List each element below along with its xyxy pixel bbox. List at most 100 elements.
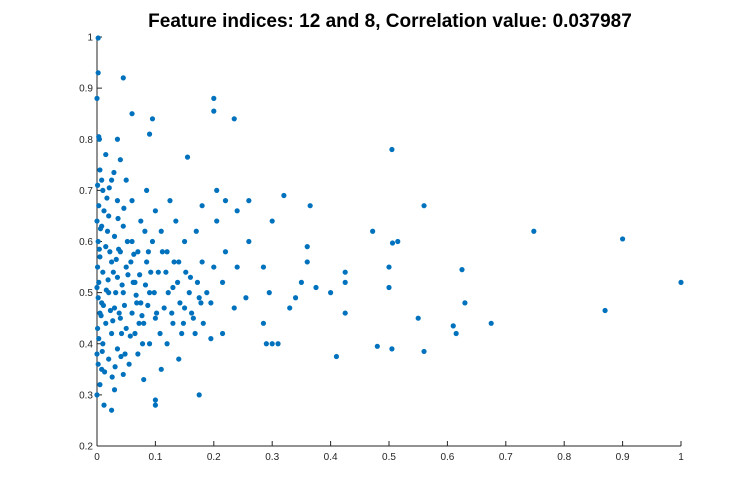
- data-point: [193, 228, 199, 234]
- data-point: [137, 272, 143, 278]
- data-point: [389, 146, 395, 153]
- data-point: [531, 228, 537, 234]
- data-point: [106, 213, 112, 219]
- data-point: [183, 269, 189, 275]
- data-point: [214, 187, 220, 193]
- data-point: [266, 290, 272, 296]
- data-point: [192, 330, 198, 337]
- data-point: [142, 228, 148, 234]
- data-point: [119, 282, 125, 288]
- data-point: [231, 305, 237, 311]
- y-tick-label: 0.4: [79, 339, 93, 350]
- data-point: [106, 356, 112, 362]
- data-point: [142, 282, 149, 288]
- data-point: [307, 203, 313, 209]
- y-tick-label: 0.9: [79, 84, 93, 95]
- data-point: [116, 246, 122, 252]
- data-point: [184, 154, 191, 160]
- data-point: [187, 274, 194, 280]
- data-point: [602, 307, 608, 314]
- data-point: [129, 238, 135, 245]
- data-point: [132, 330, 138, 337]
- data-point: [182, 305, 188, 311]
- data-point: [174, 279, 181, 285]
- x-tick-label: 0.6: [440, 452, 454, 463]
- data-point: [211, 95, 217, 101]
- data-point: [94, 264, 101, 270]
- data-point: [176, 356, 182, 362]
- data-point: [111, 169, 117, 176]
- data-point: [100, 341, 106, 347]
- data-point: [114, 346, 121, 352]
- data-point: [107, 249, 113, 255]
- data-point: [113, 290, 119, 296]
- data-point: [450, 323, 456, 329]
- data-point: [146, 341, 153, 347]
- data-points: [94, 35, 684, 413]
- data-point: [111, 233, 118, 239]
- data-point: [114, 274, 121, 280]
- data-point: [103, 320, 109, 326]
- data-point: [95, 238, 101, 245]
- data-point: [131, 251, 137, 257]
- data-point: [123, 325, 129, 332]
- data-point: [370, 228, 376, 234]
- data-point: [97, 254, 103, 260]
- data-point: [374, 343, 380, 349]
- data-point: [96, 203, 102, 209]
- data-point: [186, 290, 192, 296]
- data-point: [275, 341, 281, 347]
- data-point: [104, 195, 110, 201]
- data-point: [144, 187, 150, 193]
- data-point: [101, 208, 107, 214]
- data-point: [94, 392, 100, 398]
- data-point: [120, 290, 126, 296]
- data-point: [260, 264, 267, 270]
- y-tick-label: 0.5: [79, 288, 93, 299]
- x-tick-label: 0: [94, 452, 100, 463]
- data-point: [129, 310, 135, 316]
- data-point: [123, 177, 129, 183]
- x-tick-label: 0.7: [499, 452, 513, 463]
- data-point: [194, 279, 201, 285]
- data-point: [136, 320, 142, 326]
- y-tick-label: 0.3: [79, 390, 93, 401]
- data-point: [124, 238, 130, 245]
- data-point: [165, 290, 171, 296]
- y-tick-label: 0.6: [79, 237, 93, 248]
- data-point: [99, 348, 105, 355]
- data-point: [222, 198, 229, 204]
- y-tick-label: 0.8: [79, 135, 93, 146]
- data-point: [169, 310, 175, 316]
- data-point: [171, 259, 177, 265]
- data-point: [141, 320, 147, 326]
- data-point: [208, 336, 214, 342]
- data-point: [97, 226, 104, 232]
- data-point: [182, 238, 188, 245]
- data-point: [138, 218, 144, 224]
- data-point: [97, 167, 103, 173]
- data-point: [121, 302, 128, 309]
- data-point: [179, 330, 185, 337]
- data-point: [129, 198, 135, 204]
- data-point: [298, 279, 304, 285]
- data-point: [199, 259, 205, 265]
- data-point: [94, 218, 100, 224]
- data-point: [234, 208, 240, 214]
- data-point: [141, 376, 147, 383]
- x-tick-label: 0.1: [148, 452, 162, 463]
- data-point: [269, 341, 275, 347]
- data-point: [453, 330, 459, 337]
- data-point: [196, 295, 202, 301]
- data-point: [158, 228, 164, 234]
- data-point: [130, 279, 136, 285]
- data-point: [163, 269, 169, 275]
- data-point: [117, 157, 123, 163]
- data-point: [144, 259, 150, 265]
- data-point: [128, 259, 134, 265]
- data-point: [222, 249, 229, 255]
- data-point: [152, 208, 158, 214]
- x-tick-label: 0.4: [324, 452, 338, 463]
- data-point: [145, 249, 151, 255]
- y-tick-label: 1: [87, 33, 93, 44]
